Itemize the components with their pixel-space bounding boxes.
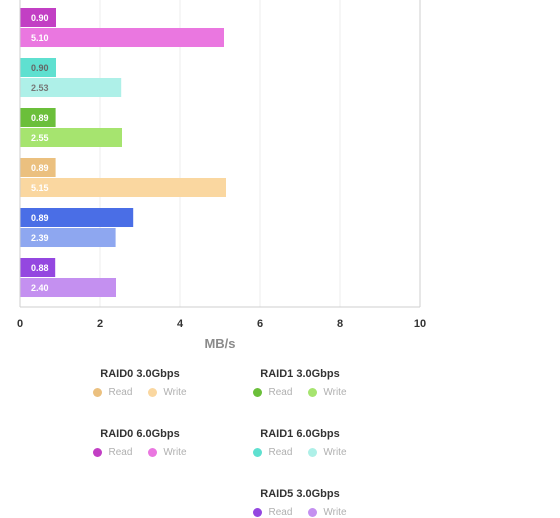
- legend-item-write[interactable]: Write: [148, 447, 187, 458]
- bar-chart: 0.90 5.10 0.90 2.53 0.89 2.55 0.89 5.15 0.89 2.39…: [17, 0, 426, 351]
- x-tick-label: 2: [97, 318, 103, 330]
- bar-value-label: 2.39: [31, 233, 49, 243]
- legend-label: Write: [323, 507, 347, 518]
- bar-value-label: 0.89: [31, 163, 49, 173]
- legend-title: RAID5 3.0Gbps: [260, 488, 340, 500]
- bar-read[interactable]: [20, 158, 56, 177]
- legend-label: Read: [268, 387, 293, 398]
- x-tick-label: 10: [414, 318, 426, 330]
- bar-value-label: 2.55: [31, 133, 49, 143]
- x-tick-label: 4: [177, 318, 184, 330]
- x-axis: 0 2 4 6 8 10: [17, 0, 426, 330]
- legend-label: Write: [163, 387, 187, 398]
- legend-dot-read: [93, 448, 103, 457]
- bar-write[interactable]: [20, 28, 224, 47]
- bar-read[interactable]: [20, 58, 56, 77]
- legend-item-read[interactable]: Read: [253, 387, 292, 398]
- bar-write[interactable]: [20, 178, 226, 197]
- legend-raid1-3[interactable]: RAID1 3.0Gbps Read Write: [230, 368, 370, 398]
- legend-dot-read: [253, 508, 263, 517]
- x-tick-label: 6: [257, 318, 263, 330]
- legend-label: Write: [323, 387, 347, 398]
- bar-write[interactable]: [20, 228, 116, 247]
- legend-label: Write: [323, 447, 347, 458]
- bar-read[interactable]: [20, 108, 56, 127]
- x-tick-label: 0: [17, 318, 23, 330]
- legend-title: RAID0 6.0Gbps: [100, 428, 180, 440]
- bar-value-label: 0.88: [31, 263, 49, 273]
- legend-item-write[interactable]: Write: [308, 507, 347, 518]
- legend-label: Write: [163, 447, 187, 458]
- legend-dot-read: [93, 388, 103, 397]
- legend-label: Read: [268, 447, 293, 458]
- legend-dot-write: [148, 448, 158, 457]
- legend-item-read[interactable]: Read: [253, 447, 292, 458]
- legend-item-read[interactable]: Read: [253, 507, 292, 518]
- bar-read[interactable]: [20, 8, 56, 27]
- x-axis-title: MB/s: [204, 336, 235, 351]
- bar-value-label: 5.10: [31, 33, 49, 43]
- bar-write[interactable]: [20, 128, 122, 147]
- bar-value-label: 0.90: [31, 63, 49, 73]
- legend-title: RAID1 3.0Gbps: [260, 368, 340, 380]
- bar-value-label: 2.40: [31, 283, 49, 293]
- legend-raid0-3[interactable]: RAID0 3.0Gbps Read Write: [70, 368, 210, 398]
- bar-value-label: 0.90: [31, 13, 49, 23]
- legend-label: Read: [108, 447, 133, 458]
- bars: 0.90 5.10 0.90 2.53 0.89 2.55 0.89 5.15 0.89 2.39…: [20, 8, 226, 297]
- legend-item-write[interactable]: Write: [308, 387, 347, 398]
- bar-value-label: 2.53: [31, 83, 49, 93]
- legend-raid1-6[interactable]: RAID1 6.0Gbps Read Write: [230, 428, 370, 458]
- legend-title: RAID0 3.0Gbps: [100, 368, 180, 380]
- bar-read[interactable]: [20, 258, 56, 277]
- legend-item-write[interactable]: Write: [148, 387, 187, 398]
- legend-dot-write: [308, 388, 318, 397]
- legend-item-write[interactable]: Write: [308, 447, 347, 458]
- legend-item-read[interactable]: Read: [93, 447, 132, 458]
- legend-dot-read: [253, 448, 263, 457]
- legend-dot-write: [308, 508, 318, 517]
- legend-item-read[interactable]: Read: [93, 387, 132, 398]
- legend-label: Read: [268, 507, 293, 518]
- legend-dot-write: [148, 388, 158, 397]
- legend-raid0-6[interactable]: RAID0 6.0Gbps Read Write: [70, 428, 210, 458]
- x-tick-label: 8: [337, 318, 343, 330]
- legend-dot-write: [308, 448, 318, 457]
- legend-title: RAID1 6.0Gbps: [260, 428, 340, 440]
- legend-dot-read: [253, 388, 263, 397]
- legend-label: Read: [108, 387, 133, 398]
- legend-raid5-3[interactable]: RAID5 3.0Gbps Read Write: [230, 488, 370, 518]
- bar-value-label: 5.15: [31, 183, 49, 193]
- bar-write[interactable]: [20, 78, 122, 97]
- bar-read[interactable]: [20, 208, 134, 227]
- bar-value-label: 0.89: [31, 113, 49, 123]
- bar-value-label: 0.89: [31, 213, 49, 223]
- bar-write[interactable]: [20, 278, 116, 297]
